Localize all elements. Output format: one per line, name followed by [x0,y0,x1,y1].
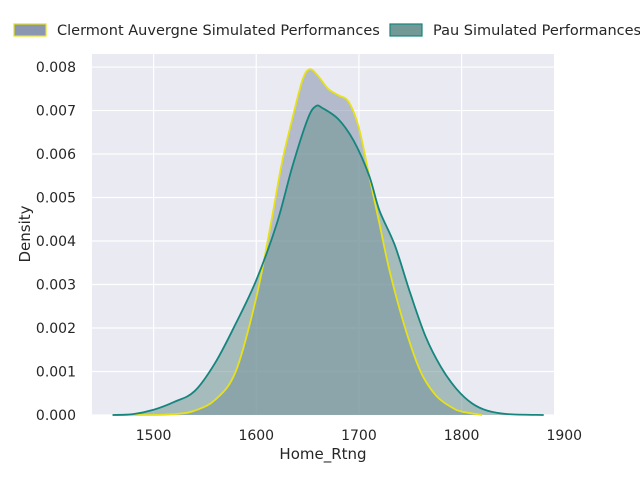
y-tick-label: 0.002 [36,321,76,337]
y-tick-label: 0.001 [36,365,76,381]
y-tick-label: 0.003 [36,278,76,294]
y-tick-label: 0.006 [36,147,76,163]
series-1-line [112,68,483,416]
x-tick-labels: 1500 1600 1700 1800 1900 [136,428,582,444]
y-tick-label: 0.007 [36,104,76,120]
legend: Clermont Auvergne Simulated Performances… [13,23,640,39]
y-tick-label: 0.005 [36,191,76,207]
x-axis-label: Home_Rtng [279,445,366,464]
legend-label-2: Pau Simulated Performances [433,23,640,39]
y-tick-label: 0.000 [36,408,76,424]
y-axis-label: Density [16,205,34,262]
x-tick-label: 1800 [444,428,480,444]
y-tick-label: 0.008 [36,60,76,76]
legend-swatch-2 [389,23,423,37]
series-areas [112,68,544,416]
x-tick-label: 1600 [238,428,274,444]
y-tick-label: 0.004 [36,234,76,250]
legend-swatch-1 [13,23,47,37]
series-2-line [112,104,544,416]
legend-label-1: Clermont Auvergne Simulated Performances [57,23,380,39]
y-tick-labels: 0.000 0.001 0.002 0.003 0.004 0.005 0.006 0.007… [36,60,76,424]
series-2-area [112,105,544,416]
x-tick-label: 1500 [136,428,172,444]
x-tick-label: 1900 [546,428,582,444]
x-tick-label: 1700 [341,428,377,444]
